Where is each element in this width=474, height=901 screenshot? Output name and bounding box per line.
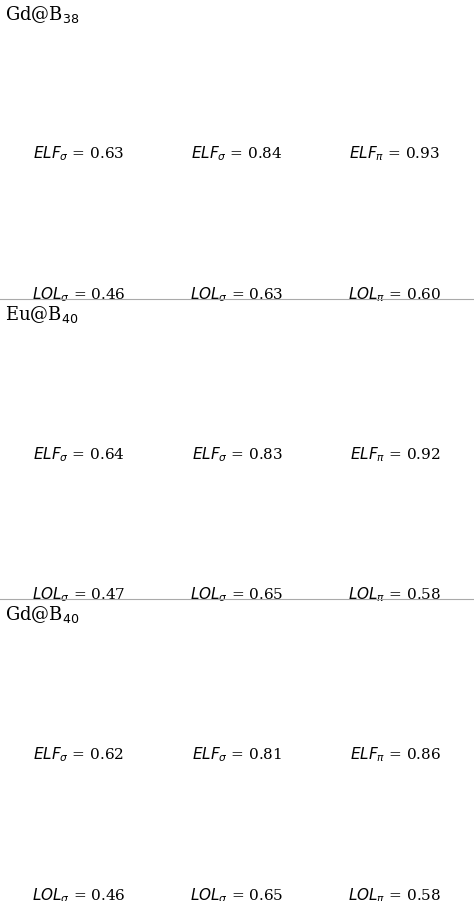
FancyBboxPatch shape xyxy=(2,466,155,583)
FancyBboxPatch shape xyxy=(319,25,472,142)
FancyBboxPatch shape xyxy=(160,767,314,884)
FancyBboxPatch shape xyxy=(319,466,472,583)
Text: $ELF_{σ}$ = 0.63: $ELF_{σ}$ = 0.63 xyxy=(33,145,125,163)
FancyBboxPatch shape xyxy=(319,767,472,884)
FancyBboxPatch shape xyxy=(160,166,314,283)
Text: $LOL_{σ}$ = 0.65: $LOL_{σ}$ = 0.65 xyxy=(190,586,284,605)
Text: $ELF_{π}$ = 0.92: $ELF_{π}$ = 0.92 xyxy=(350,445,440,464)
Text: $LOL_{π}$ = 0.58: $LOL_{π}$ = 0.58 xyxy=(348,886,442,901)
FancyBboxPatch shape xyxy=(160,466,314,583)
Text: $ELF_{σ}$ = 0.64: $ELF_{σ}$ = 0.64 xyxy=(33,445,125,464)
FancyBboxPatch shape xyxy=(319,626,472,743)
Text: Gd@B$_{40}$: Gd@B$_{40}$ xyxy=(5,605,79,625)
Text: $LOL_{σ}$ = 0.46: $LOL_{σ}$ = 0.46 xyxy=(32,286,126,304)
Text: Gd@B$_{38}$: Gd@B$_{38}$ xyxy=(5,4,79,25)
FancyBboxPatch shape xyxy=(160,626,314,743)
Text: $LOL_{σ}$ = 0.47: $LOL_{σ}$ = 0.47 xyxy=(32,586,126,605)
Text: Eu@B$_{40}$: Eu@B$_{40}$ xyxy=(5,305,78,325)
FancyBboxPatch shape xyxy=(160,325,314,442)
FancyBboxPatch shape xyxy=(2,166,155,283)
FancyBboxPatch shape xyxy=(2,767,155,884)
Text: $ELF_{σ}$ = 0.81: $ELF_{σ}$ = 0.81 xyxy=(192,745,282,764)
Text: $ELF_{σ}$ = 0.84: $ELF_{σ}$ = 0.84 xyxy=(191,145,283,163)
Text: $ELF_{σ}$ = 0.83: $ELF_{σ}$ = 0.83 xyxy=(191,445,283,464)
Text: $LOL_{π}$ = 0.58: $LOL_{π}$ = 0.58 xyxy=(348,586,442,605)
Text: $ELF_{σ}$ = 0.62: $ELF_{σ}$ = 0.62 xyxy=(34,745,125,764)
Text: $ELF_{π}$ = 0.86: $ELF_{π}$ = 0.86 xyxy=(350,745,440,764)
Text: $LOL_{σ}$ = 0.63: $LOL_{σ}$ = 0.63 xyxy=(190,286,284,304)
Text: $ELF_{π}$ = 0.93: $ELF_{π}$ = 0.93 xyxy=(349,145,440,163)
Text: $LOL_{σ}$ = 0.46: $LOL_{σ}$ = 0.46 xyxy=(32,886,126,901)
FancyBboxPatch shape xyxy=(319,166,472,283)
FancyBboxPatch shape xyxy=(2,626,155,743)
Text: $LOL_{σ}$ = 0.65: $LOL_{σ}$ = 0.65 xyxy=(190,886,284,901)
FancyBboxPatch shape xyxy=(319,325,472,442)
FancyBboxPatch shape xyxy=(2,25,155,142)
FancyBboxPatch shape xyxy=(160,25,314,142)
FancyBboxPatch shape xyxy=(2,325,155,442)
Text: $LOL_{π}$ = 0.60: $LOL_{π}$ = 0.60 xyxy=(348,286,442,304)
